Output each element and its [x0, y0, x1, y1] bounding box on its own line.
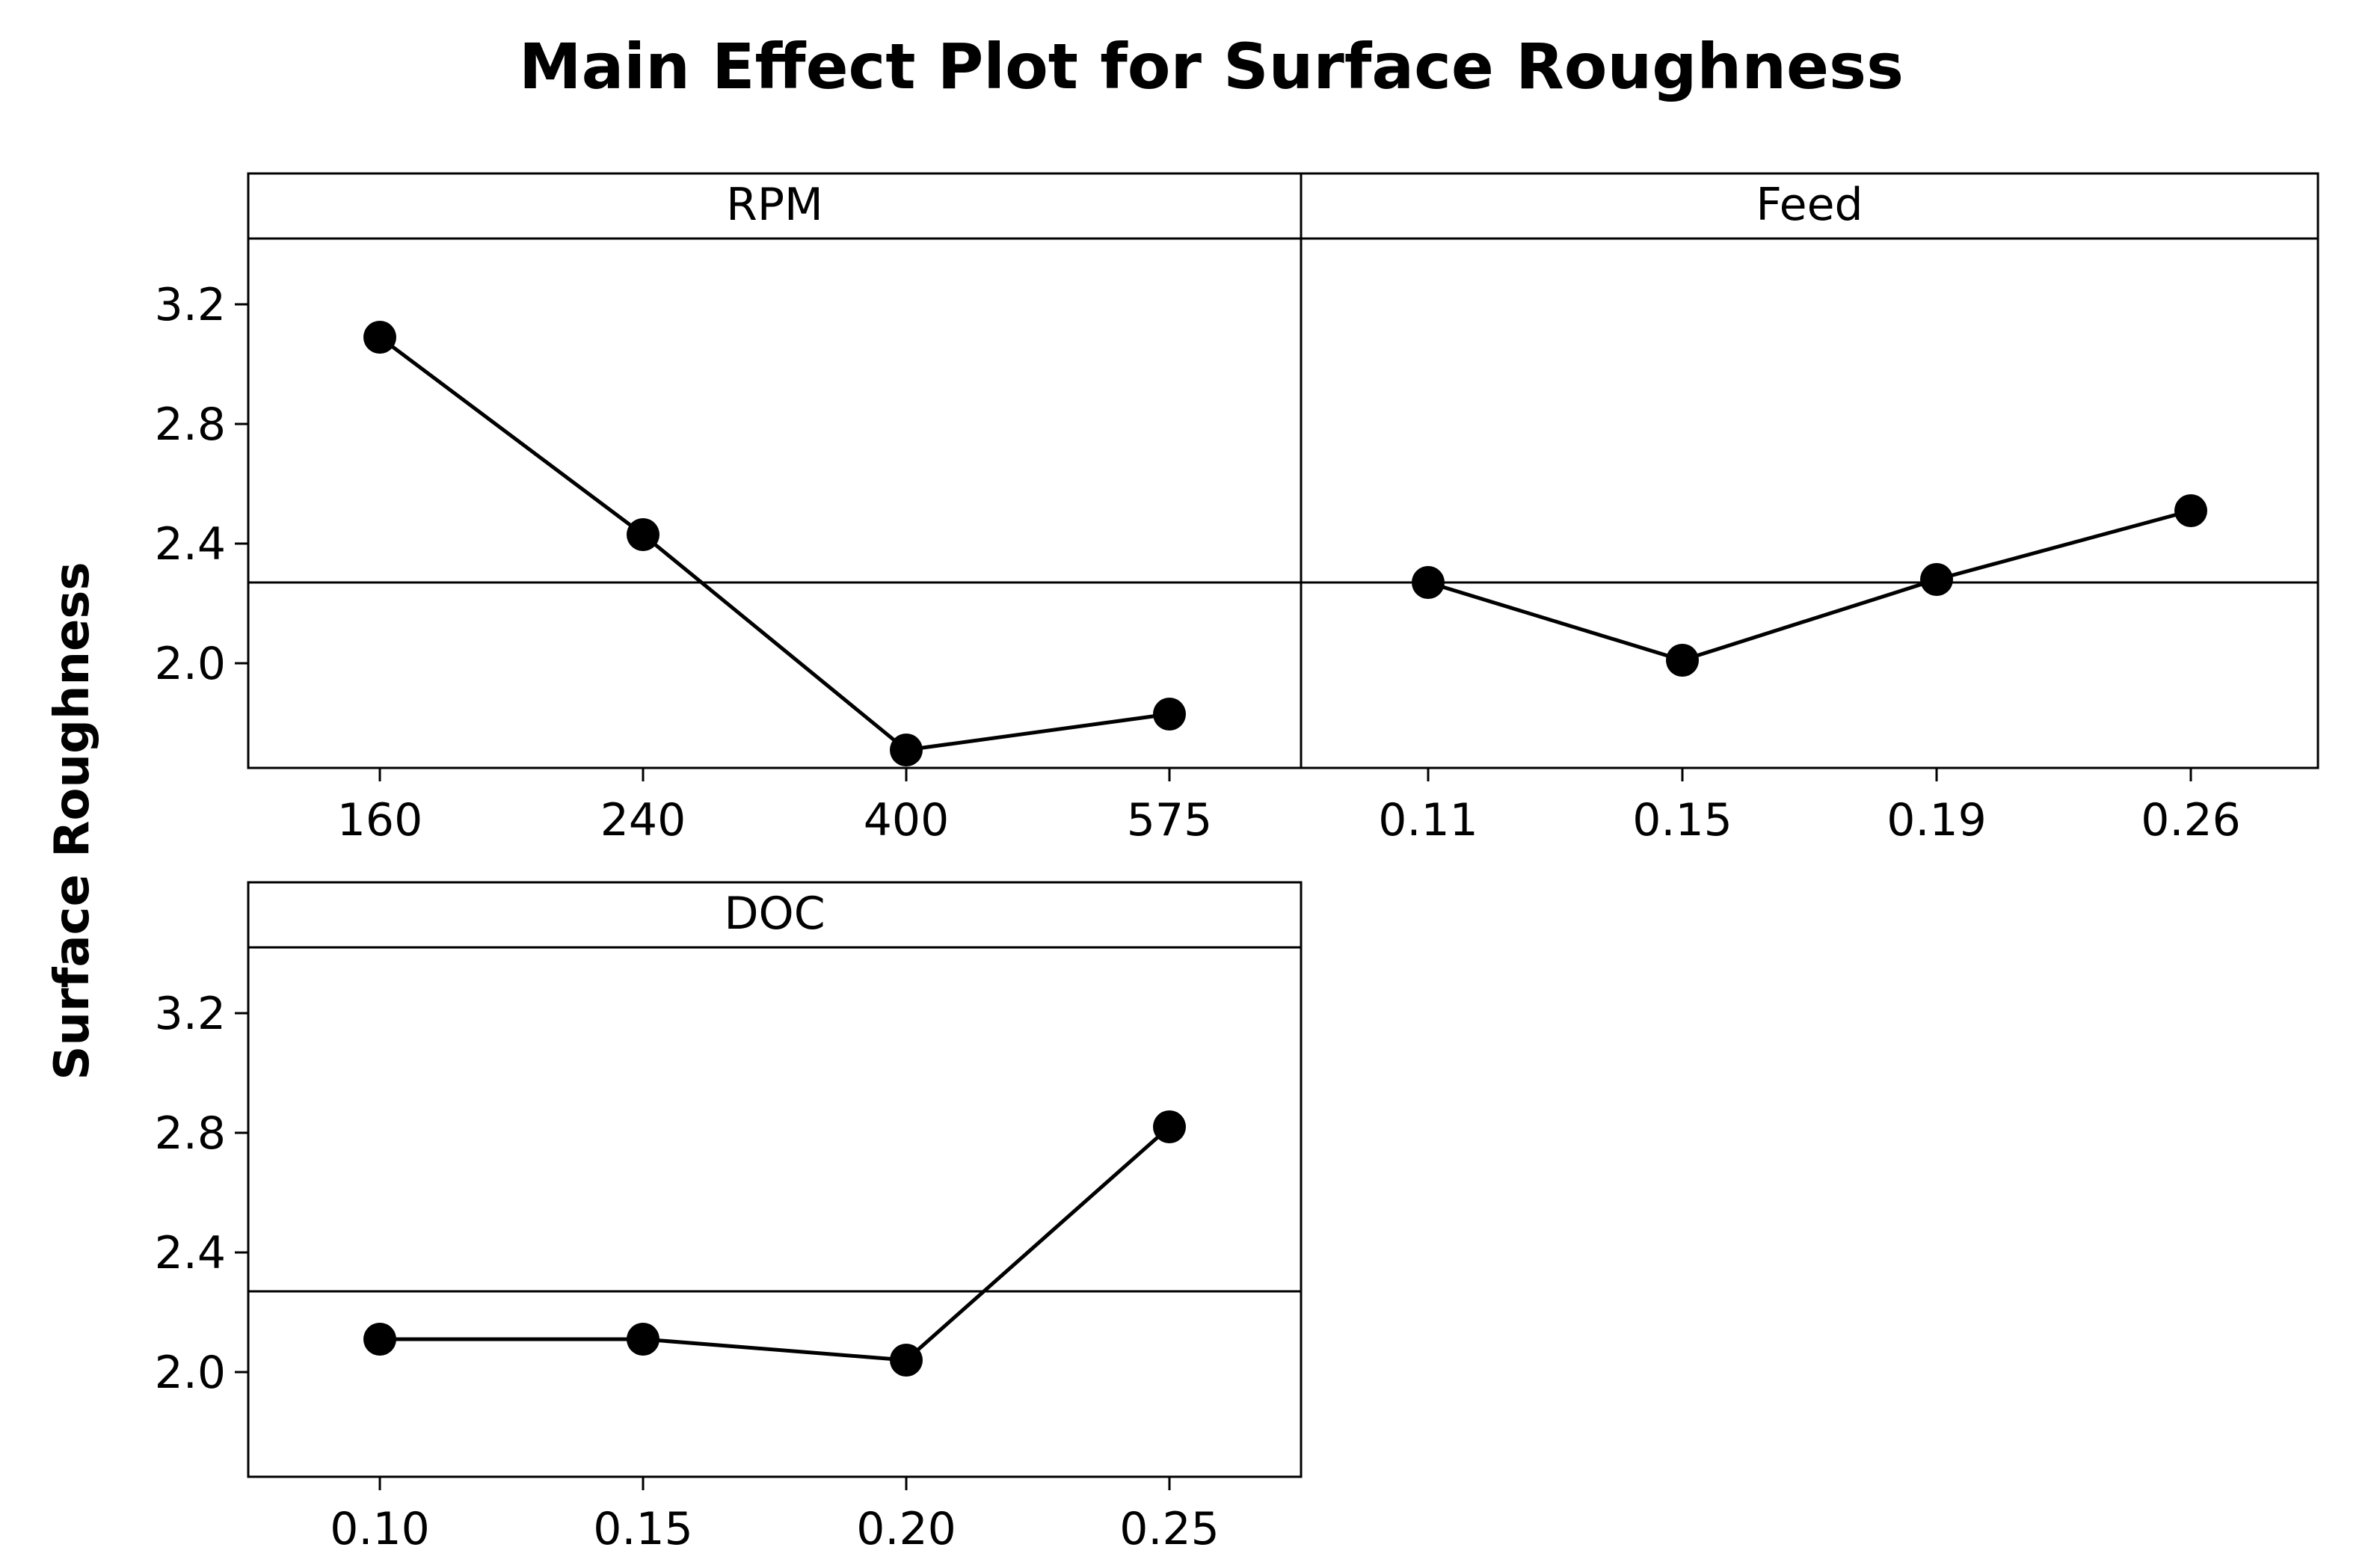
data-point: [627, 1323, 659, 1356]
x-tick-label: 0.11: [1378, 794, 1478, 846]
y-tick-label: 2.0: [155, 638, 226, 690]
panel-frame: [247, 172, 1303, 769]
strip-label: RPM: [726, 179, 823, 231]
series-line: [1427, 508, 2192, 662]
x-tick-label: 0.10: [330, 1503, 430, 1555]
y-tick-label: 2.4: [155, 1227, 226, 1279]
series-line: [380, 1125, 1171, 1362]
x-tick-label: 240: [600, 794, 686, 846]
series-line: [378, 336, 1170, 752]
chart-title: Main Effect Plot for Surface Roughness: [519, 30, 1904, 103]
y-axis-label: Surface Roughness: [45, 562, 100, 1080]
data-point: [890, 734, 923, 766]
data-point: [1153, 1110, 1186, 1143]
strip-label: DOC: [724, 888, 825, 940]
panel-frame: [247, 881, 1303, 1478]
data-point: [1666, 644, 1699, 677]
data-point: [1412, 566, 1445, 599]
y-tick-label: 2.4: [155, 518, 226, 571]
x-tick-label: 0.15: [593, 1503, 693, 1555]
strip-label: Feed: [1756, 179, 1863, 231]
data-point: [363, 1323, 396, 1356]
panels: RPM 2.0 2.4 2.8 3.2 160 240 400 575 Feed 0.11 0.15 0…: [155, 172, 2319, 1555]
data-point: [2174, 494, 2207, 527]
data-point: [890, 1344, 923, 1377]
y-tick-label: 2.8: [155, 1107, 226, 1160]
x-tick-label: 400: [864, 794, 950, 846]
x-tick-label: 0.26: [2141, 794, 2241, 846]
data-point: [1920, 563, 1953, 596]
panel-rpm: RPM 2.0 2.4 2.8 3.2 160 240 400 575: [155, 172, 1303, 846]
data-point: [363, 321, 396, 354]
panel-doc: DOC 2.0 2.4 2.8 3.2 0.10 0.15 0.20 0.25: [155, 881, 1303, 1555]
y-tick-label: 3.2: [155, 988, 226, 1040]
data-point: [1153, 698, 1186, 731]
x-tick-label: 0.15: [1632, 794, 1732, 846]
y-tick-label: 2.8: [155, 399, 226, 451]
panel-feed: Feed 0.11 0.15 0.19 0.26: [1300, 172, 2319, 846]
y-tick-label: 2.0: [155, 1347, 226, 1399]
panel-frame: [1300, 172, 2319, 769]
x-tick-label: 160: [337, 794, 423, 846]
x-tick-label: 0.19: [1887, 794, 1987, 846]
x-tick-label: 0.25: [1119, 1503, 1220, 1555]
y-tick-label: 3.2: [155, 279, 226, 331]
data-point: [627, 518, 659, 551]
x-tick-label: 575: [1127, 794, 1213, 846]
x-tick-label: 0.20: [856, 1503, 956, 1555]
